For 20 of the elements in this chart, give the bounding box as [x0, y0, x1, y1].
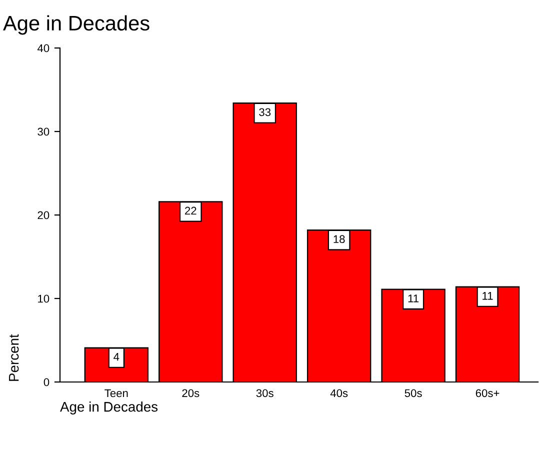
x-tick-label: 60s+ [476, 389, 500, 398]
y-tick-label: 40 [37, 44, 50, 52]
y-tick-label: 20 [38, 211, 50, 220]
x-tick-label: 20s [182, 389, 200, 398]
x-tick-label: 50s [404, 389, 422, 398]
data-label: 33 [259, 108, 271, 116]
x-tick-label: 40s [330, 389, 348, 398]
data-label: 11 [482, 292, 493, 300]
x-tick-label: 30s [256, 389, 274, 398]
x-tick-label: Teen [104, 389, 128, 398]
data-label: 18 [334, 235, 345, 244]
data-label: 22 [185, 206, 196, 215]
data-label: 11 [408, 294, 419, 302]
data-label: 4 [114, 353, 120, 361]
chart-title: Age in Decades [3, 15, 150, 35]
y-tick-label: 10 [38, 294, 50, 303]
y-tick-label: 30 [38, 128, 50, 136]
y-tick-label: 0 [44, 378, 50, 386]
x-axis-title: Age in Decades [60, 402, 158, 414]
y-axis-title: Percent [9, 334, 19, 381]
